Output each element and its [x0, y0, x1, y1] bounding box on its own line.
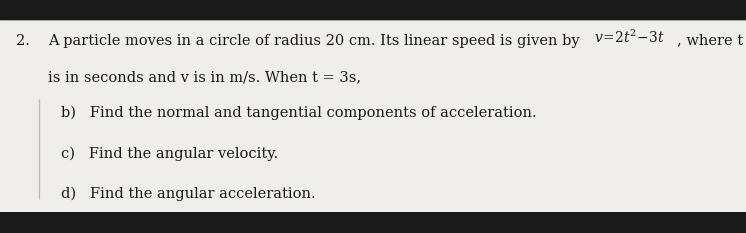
- Bar: [0, 0, 746, 20]
- Text: $v\!=\!2t^2\!-\!3t$: $v\!=\!2t^2\!-\!3t$: [594, 29, 665, 46]
- Text: A particle moves in a circle of radius 20 cm. Its linear speed is given by: A particle moves in a circle of radius 2…: [48, 34, 580, 48]
- Text: is in seconds and v is in m/s. When t = 3s,: is in seconds and v is in m/s. When t = …: [48, 70, 362, 84]
- Text: , where t: , where t: [677, 34, 744, 48]
- Text: d)   Find the angular acceleration.: d) Find the angular acceleration.: [61, 186, 316, 201]
- Text: 2.: 2.: [16, 34, 31, 48]
- Text: c)   Find the angular velocity.: c) Find the angular velocity.: [61, 147, 278, 161]
- Text: b)   Find the normal and tangential components of acceleration.: b) Find the normal and tangential compon…: [61, 106, 537, 120]
- Bar: [0, 212, 746, 233]
